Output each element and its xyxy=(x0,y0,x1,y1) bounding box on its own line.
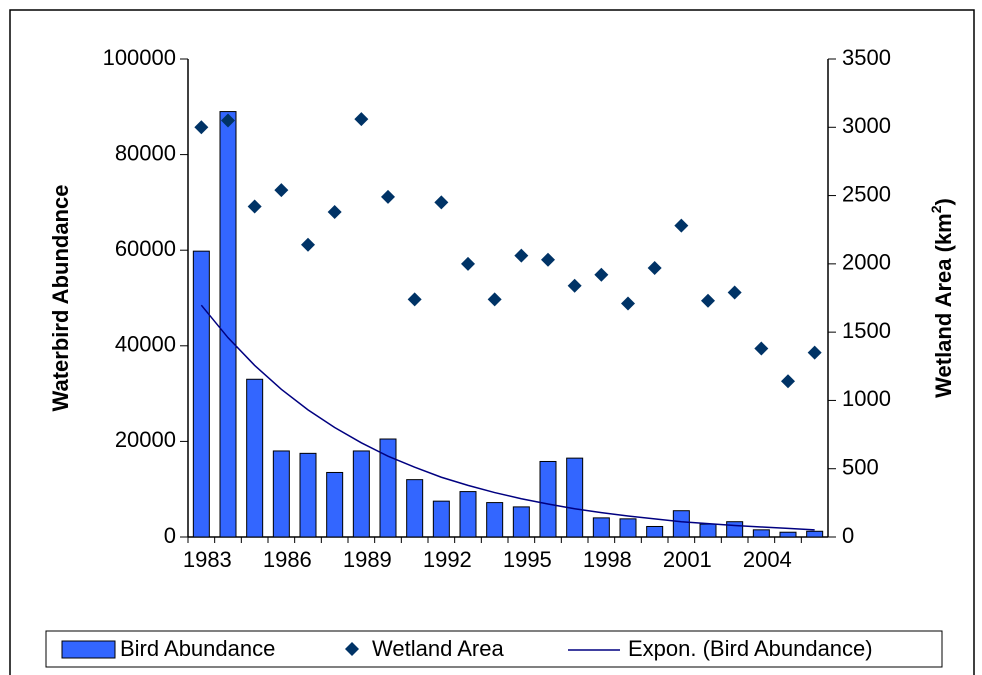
scatter-point xyxy=(354,112,369,127)
y2-tick-label: 1000 xyxy=(842,386,891,411)
trend-line xyxy=(200,304,815,531)
legend-label: Bird Abundance xyxy=(120,636,275,661)
bar xyxy=(299,452,317,538)
bar xyxy=(219,111,237,538)
bar xyxy=(486,502,504,538)
bar xyxy=(619,518,637,538)
bar xyxy=(406,479,424,538)
scatter-point xyxy=(274,183,289,198)
bar xyxy=(352,450,370,538)
scatter-point xyxy=(301,237,315,252)
chart-frame xyxy=(9,9,975,675)
y2-axis-title-sup: 2 xyxy=(928,205,944,213)
bar xyxy=(432,500,450,538)
x-tick-label: 1986 xyxy=(263,547,312,572)
scatter-point xyxy=(327,204,342,219)
scatter-point xyxy=(194,120,209,135)
y2-tick-label: 3000 xyxy=(842,113,891,138)
y-tick-label: 40000 xyxy=(115,332,176,357)
y2-tick-label: 0 xyxy=(842,523,854,548)
y2-tick-label: 2500 xyxy=(842,181,891,206)
legend-label: Wetland Area xyxy=(372,636,504,661)
scatter-point xyxy=(674,218,689,233)
x-tick-label: 1983 xyxy=(183,547,232,572)
bar xyxy=(672,510,690,538)
y-tick-label: 80000 xyxy=(115,140,176,165)
scatter-point xyxy=(514,248,529,263)
y-axis-title: Waterbird Abundance xyxy=(48,185,73,412)
bar xyxy=(699,523,717,538)
bar xyxy=(246,378,264,538)
scatter-point xyxy=(727,285,742,300)
x-tick-label: 1992 xyxy=(423,547,472,572)
scatter-point xyxy=(461,256,475,271)
bar xyxy=(726,521,744,538)
bar xyxy=(192,250,210,538)
scatter-point xyxy=(407,292,422,307)
y2-tick-label: 500 xyxy=(842,455,879,480)
legend-label: Expon. (Bird Abundance) xyxy=(628,636,873,661)
legend-swatch-bar xyxy=(61,640,116,659)
scatter-point xyxy=(567,278,582,293)
y2-axis-title: Wetland Area (km2) xyxy=(928,198,956,398)
y2-tick-label: 1500 xyxy=(842,318,891,343)
x-tick-label: 1998 xyxy=(583,547,632,572)
scatter-point xyxy=(381,189,395,204)
x-tick-label: 1995 xyxy=(503,547,552,572)
legend-swatch-diamond xyxy=(345,642,359,656)
bar xyxy=(539,460,557,538)
scatter-point xyxy=(647,260,662,275)
scatter-point xyxy=(754,341,769,356)
bar xyxy=(326,471,344,538)
bar xyxy=(459,491,477,538)
bar xyxy=(752,529,770,538)
scatter-point xyxy=(487,292,502,307)
legend-box xyxy=(45,630,943,668)
bar xyxy=(806,530,824,538)
scatter-point xyxy=(541,252,555,267)
y2-axis-title-end: ) xyxy=(931,198,956,205)
y2-axis-title-text: Wetland Area (km xyxy=(931,213,956,398)
scatter-point xyxy=(781,374,795,389)
scatter-point xyxy=(247,199,262,214)
x-tick-label: 2004 xyxy=(743,547,792,572)
bar xyxy=(646,525,664,538)
scatter-point xyxy=(621,296,635,311)
scatter-point xyxy=(434,195,449,210)
y2-tick-label: 3500 xyxy=(842,45,891,70)
y-tick-label: 20000 xyxy=(115,427,176,452)
scatter-point xyxy=(594,267,609,282)
y-tick-label: 100000 xyxy=(103,45,176,70)
bar xyxy=(779,531,797,538)
y-tick-label: 60000 xyxy=(115,236,176,261)
bar xyxy=(566,457,584,538)
x-tick-label: 2001 xyxy=(663,547,712,572)
bar xyxy=(512,506,530,538)
scatter-point xyxy=(701,293,715,308)
y-tick-label: 0 xyxy=(164,523,176,548)
y2-tick-label: 2000 xyxy=(842,250,891,275)
scatter-point xyxy=(807,345,822,360)
x-tick-label: 1989 xyxy=(343,547,392,572)
scatter-point xyxy=(221,113,235,128)
bar xyxy=(379,438,397,538)
bar xyxy=(272,450,290,538)
bar xyxy=(592,517,610,538)
